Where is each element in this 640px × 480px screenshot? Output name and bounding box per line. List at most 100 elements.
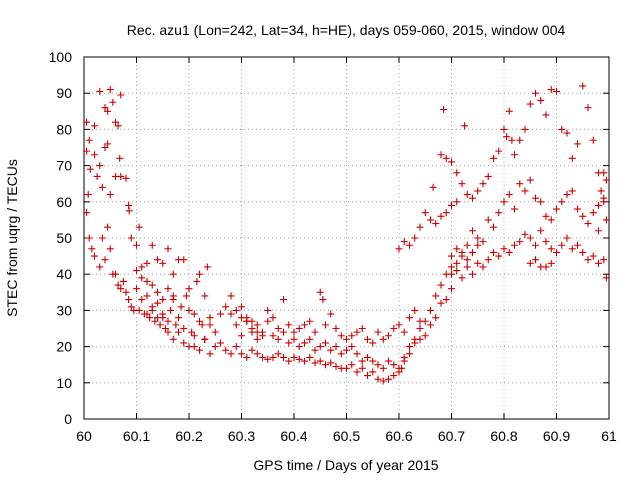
data-point <box>432 314 440 322</box>
data-point <box>311 346 319 354</box>
data-point <box>311 328 319 336</box>
data-point <box>595 201 602 209</box>
data-point <box>597 187 605 195</box>
data-point <box>537 96 545 104</box>
data-point <box>227 350 235 358</box>
y-tick-label: 80 <box>56 121 72 137</box>
data-point <box>201 335 209 343</box>
data-point <box>232 321 240 329</box>
data-point <box>484 172 492 180</box>
data-point <box>156 321 164 329</box>
x-tick-label: 60.4 <box>280 428 307 444</box>
data-point <box>461 122 469 130</box>
data-point <box>406 314 413 322</box>
data-point <box>358 364 366 372</box>
data-point <box>437 151 445 159</box>
data-point <box>196 346 203 354</box>
data-point <box>516 136 524 144</box>
data-point <box>243 317 251 325</box>
data-point <box>484 216 492 224</box>
data-point <box>322 339 329 347</box>
data-point <box>114 122 122 130</box>
data-point <box>143 310 151 318</box>
data-point <box>311 359 319 367</box>
data-point <box>151 317 159 325</box>
data-point <box>104 223 112 231</box>
data-point <box>364 353 371 361</box>
data-point <box>96 87 104 95</box>
data-point <box>442 154 450 162</box>
data-point <box>116 154 124 162</box>
data-point <box>374 328 382 336</box>
data-point <box>458 248 466 256</box>
data-point <box>411 335 419 343</box>
data-point <box>169 270 177 278</box>
data-point <box>574 205 581 213</box>
data-point <box>500 198 508 206</box>
data-point <box>112 270 119 278</box>
data-point <box>547 245 555 253</box>
data-point <box>319 296 327 304</box>
data-point <box>91 252 98 260</box>
data-point <box>138 263 146 271</box>
data-point <box>469 194 476 202</box>
data-point <box>337 332 345 340</box>
data-point <box>148 241 156 249</box>
data-point <box>327 359 335 367</box>
data-point <box>411 234 419 242</box>
data-point <box>574 140 581 148</box>
data-point <box>469 227 476 235</box>
data-point <box>526 176 534 184</box>
data-point <box>280 328 287 336</box>
data-point <box>217 310 224 318</box>
data-point <box>526 100 534 108</box>
data-point <box>395 245 403 253</box>
data-point <box>180 256 188 264</box>
data-point <box>453 267 461 275</box>
data-point <box>154 256 161 264</box>
data-point <box>400 328 408 336</box>
data-point <box>479 180 487 188</box>
data-point <box>589 209 597 217</box>
data-point <box>458 180 466 188</box>
y-tick-label: 60 <box>56 194 72 210</box>
data-point <box>532 241 539 249</box>
data-point <box>505 107 513 115</box>
data-point <box>463 191 471 199</box>
data-point <box>600 194 608 202</box>
data-point <box>505 248 513 256</box>
data-point <box>85 136 93 144</box>
data-point <box>259 332 266 340</box>
data-point <box>508 136 516 144</box>
data-point <box>280 296 287 304</box>
data-point <box>416 223 424 231</box>
data-point <box>542 212 550 220</box>
data-point <box>516 238 524 246</box>
data-point <box>290 335 298 343</box>
data-point <box>595 259 602 267</box>
data-point <box>193 277 201 285</box>
data-point <box>243 353 251 361</box>
data-point <box>400 353 408 361</box>
data-point <box>96 263 104 271</box>
data-point <box>248 328 256 336</box>
data-point <box>474 241 482 249</box>
data-point <box>119 277 127 285</box>
data-point <box>295 343 303 351</box>
data-point <box>584 104 592 112</box>
data-point <box>88 245 96 253</box>
data-point <box>101 104 109 112</box>
data-point <box>490 223 497 231</box>
data-point <box>159 314 167 322</box>
data-point <box>563 234 571 242</box>
data-point <box>379 377 387 385</box>
data-point <box>348 332 356 340</box>
data-point <box>448 201 455 209</box>
data-point <box>133 241 140 249</box>
data-point <box>164 317 172 325</box>
data-point <box>148 281 156 289</box>
x-tick-label: 60.3 <box>228 428 255 444</box>
data-point <box>602 274 610 282</box>
y-tick-label: 0 <box>64 411 72 427</box>
data-point <box>182 292 190 300</box>
